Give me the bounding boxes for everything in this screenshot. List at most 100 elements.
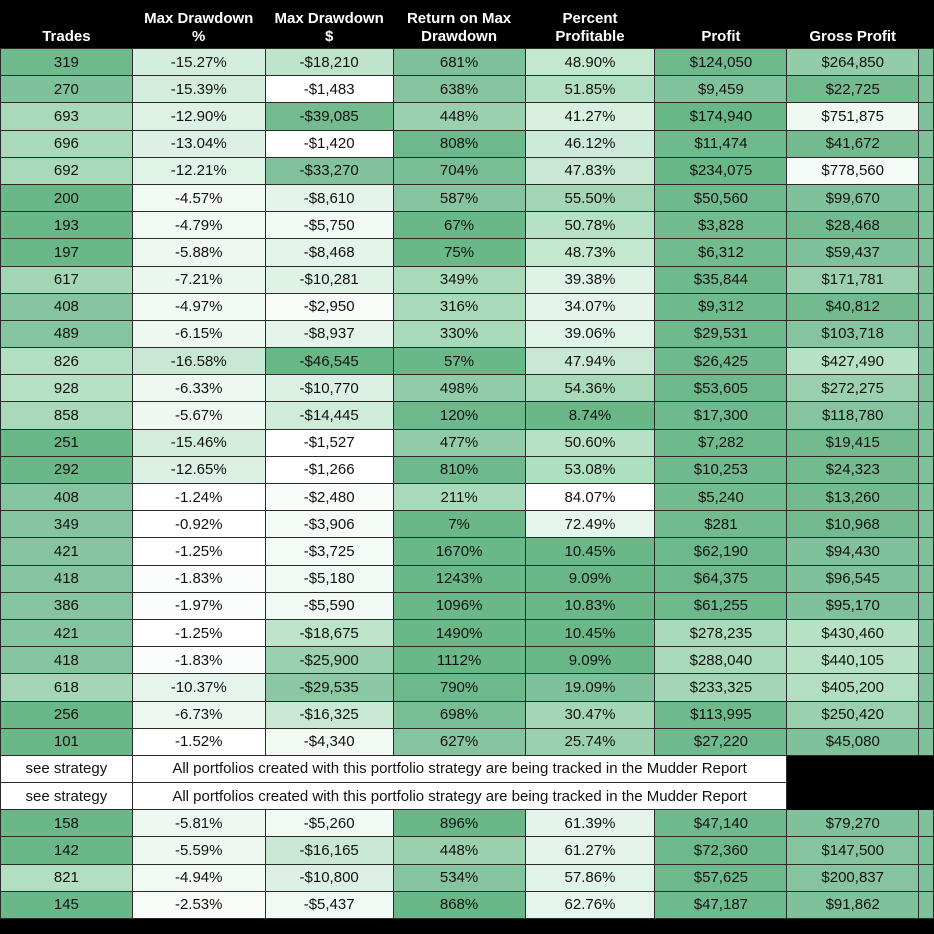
table-cell[interactable]: 1096%	[392, 591, 526, 620]
table-cell[interactable]: 498%	[392, 374, 526, 403]
table-cell[interactable]: -1.97%	[131, 591, 266, 620]
table-cell[interactable]: $61,255	[654, 591, 788, 620]
table-cell[interactable]: $53,605	[654, 374, 788, 403]
table-cell[interactable]: -$25,900	[264, 646, 394, 675]
table-cell[interactable]: $19,415	[786, 428, 920, 457]
column-header[interactable]: Gross Profit	[786, 0, 919, 49]
table-cell[interactable]: -$18,210	[264, 47, 394, 77]
table-cell[interactable]: 534%	[392, 863, 526, 892]
table-cell[interactable]: -6.15%	[131, 319, 266, 349]
table-cell[interactable]: $59,437	[786, 238, 920, 267]
table-cell[interactable]: 9.09%	[524, 646, 656, 675]
table-cell[interactable]: $171,781	[786, 265, 920, 294]
column-header[interactable]: Max Drawdown%	[132, 0, 266, 49]
table-cell[interactable]: $7,282	[654, 428, 788, 457]
table-cell[interactable]: -5.67%	[131, 401, 266, 430]
table-cell[interactable]: 34.07%	[524, 292, 656, 321]
table-cell[interactable]: 868%	[392, 890, 526, 920]
table-cell[interactable]: $47,140	[654, 809, 788, 838]
table-cell[interactable]: $99,670	[786, 183, 920, 213]
table-cell[interactable]: 821	[0, 863, 133, 892]
table-cell[interactable]: 421	[0, 537, 133, 566]
table-cell[interactable]: 19.09%	[524, 673, 656, 702]
table-cell[interactable]: 408	[0, 292, 133, 321]
table-cell[interactable]: 810%	[392, 455, 526, 485]
table-cell[interactable]: -6.73%	[131, 700, 266, 729]
table-cell[interactable]: $264,850	[786, 47, 920, 77]
table-cell[interactable]: 627%	[392, 727, 526, 756]
table-cell[interactable]: $288,040	[654, 646, 788, 675]
table-cell[interactable]: $96,545	[786, 564, 920, 593]
table-cell[interactable]: $113,995	[654, 700, 788, 729]
table-cell[interactable]: 587%	[392, 183, 526, 213]
table-cell[interactable]: -1.83%	[131, 564, 266, 593]
table-cell[interactable]: -$46,545	[264, 347, 394, 376]
table-cell[interactable]: $6,312	[654, 238, 788, 267]
column-header[interactable]: Trades	[0, 0, 133, 49]
table-cell[interactable]: 197	[0, 238, 133, 267]
table-cell[interactable]: $405,200	[786, 673, 920, 702]
table-cell[interactable]: $147,500	[786, 836, 920, 865]
table-cell[interactable]: -$8,468	[264, 238, 394, 267]
table-cell[interactable]: $95,170	[786, 591, 920, 620]
table-cell[interactable]: $47,187	[654, 890, 788, 920]
table-cell[interactable]: -1.25%	[131, 537, 266, 566]
table-cell[interactable]: 386	[0, 591, 133, 620]
column-header[interactable]: Percent Profitable	[525, 0, 655, 49]
table-cell[interactable]: -5.88%	[131, 238, 266, 267]
table-cell[interactable]: -1.83%	[131, 646, 266, 675]
table-cell[interactable]: 25.74%	[524, 727, 656, 756]
table-cell[interactable]: 704%	[392, 156, 526, 185]
table-cell[interactable]: $62,190	[654, 537, 788, 566]
table-cell[interactable]: -$2,950	[264, 292, 394, 321]
table-cell[interactable]: -$14,445	[264, 401, 394, 430]
table-cell[interactable]: $440,105	[786, 646, 920, 675]
table-cell[interactable]: $45,080	[786, 727, 920, 756]
column-header[interactable]: Max Drawdown $	[265, 0, 394, 49]
table-cell[interactable]: 55.50%	[524, 183, 656, 213]
table-cell[interactable]: 101	[0, 727, 133, 756]
table-cell[interactable]: -$5,180	[264, 564, 394, 593]
table-cell[interactable]: 39.38%	[524, 265, 656, 294]
table-cell[interactable]: 316%	[392, 292, 526, 321]
table-cell[interactable]: -$33,270	[264, 156, 394, 185]
table-cell[interactable]: 84.07%	[524, 482, 656, 512]
table-cell[interactable]: 270	[0, 75, 133, 104]
table-cell[interactable]: $9,312	[654, 292, 788, 321]
table-cell[interactable]: 41.27%	[524, 102, 656, 131]
table-cell[interactable]: -$5,590	[264, 591, 394, 620]
table-cell[interactable]: -16.58%	[131, 347, 266, 376]
table-cell[interactable]: -15.39%	[131, 75, 266, 104]
table-cell[interactable]: 638%	[392, 75, 526, 104]
table-cell[interactable]: 57.86%	[524, 863, 656, 892]
table-cell[interactable]: 120%	[392, 401, 526, 430]
table-cell[interactable]: $9,459	[654, 75, 788, 104]
table-cell[interactable]: $72,360	[654, 836, 788, 865]
table-cell[interactable]: 790%	[392, 673, 526, 702]
table-cell[interactable]: -13.04%	[131, 129, 266, 158]
table-cell[interactable]: 142	[0, 836, 133, 865]
column-header[interactable]: Profit	[654, 0, 787, 49]
table-cell[interactable]: -15.27%	[131, 47, 266, 77]
table-cell[interactable]: -$1,266	[264, 455, 394, 485]
table-cell[interactable]: $40,812	[786, 292, 920, 321]
table-cell[interactable]: 408	[0, 482, 133, 512]
table-cell[interactable]: 10.45%	[524, 618, 656, 648]
table-cell[interactable]: -4.57%	[131, 183, 266, 213]
table-cell[interactable]: 349%	[392, 265, 526, 294]
table-cell[interactable]: 489	[0, 319, 133, 349]
table-cell[interactable]: 48.73%	[524, 238, 656, 267]
table-cell[interactable]: 858	[0, 401, 133, 430]
table-cell[interactable]: 54.36%	[524, 374, 656, 403]
table-cell[interactable]: $5,240	[654, 482, 788, 512]
table-cell[interactable]: 145	[0, 890, 133, 920]
table-cell[interactable]: -0.92%	[131, 510, 266, 539]
table-cell[interactable]: 47.83%	[524, 156, 656, 185]
table-cell[interactable]: $11,474	[654, 129, 788, 158]
table-cell[interactable]: $430,460	[786, 618, 920, 648]
table-cell[interactable]: 928	[0, 374, 133, 403]
table-cell[interactable]: $27,220	[654, 727, 788, 756]
table-cell[interactable]: $22,725	[786, 75, 920, 104]
table-cell[interactable]: -7.21%	[131, 265, 266, 294]
table-cell[interactable]: 617	[0, 265, 133, 294]
